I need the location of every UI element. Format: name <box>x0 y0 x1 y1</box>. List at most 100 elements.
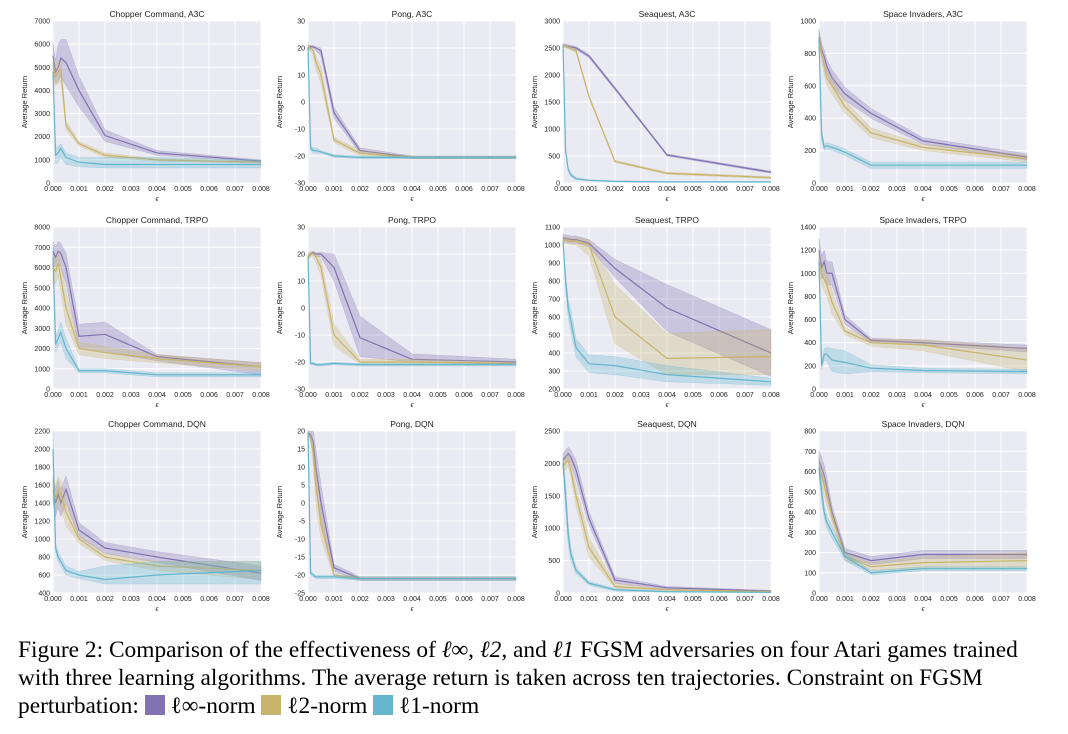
x-tick-label: 0.005 <box>940 186 958 193</box>
series-band-l1 <box>52 62 262 169</box>
x-tick-label: 0.000 <box>44 596 62 603</box>
y-tick-label: 1000 <box>544 127 560 134</box>
series-line-l1 <box>562 241 772 383</box>
y-tick-label: 0 <box>812 387 816 394</box>
y-tick-label: 600 <box>804 83 816 90</box>
y-tick-label: 300 <box>804 530 816 537</box>
y-tick-label: -10 <box>295 127 305 134</box>
y-tick-label: 3000 <box>544 19 560 26</box>
y-tick-label: 20 <box>297 429 305 436</box>
figure-caption: Figure 2: Comparison of the effectivenes… <box>18 636 1058 720</box>
x-tick-label: 0.006 <box>710 596 728 603</box>
x-tick-label: 0.008 <box>1018 186 1036 193</box>
x-tick-label: 0.008 <box>1018 596 1036 603</box>
x-tick-label: 0.002 <box>862 186 880 193</box>
x-tick-label: 0.008 <box>252 392 270 399</box>
x-tick-label: 0.001 <box>580 596 598 603</box>
x-tick-label: 0.008 <box>762 392 780 399</box>
series-line-linf <box>52 55 262 162</box>
series-line-l2 <box>818 261 1028 361</box>
y-tick-label: -20 <box>295 573 305 580</box>
chart-title: Pong, A3C <box>392 9 433 19</box>
y-tick-label: 30 <box>297 225 305 232</box>
y-axis-label: Average Return <box>275 486 284 538</box>
x-tick-label: 0.004 <box>914 392 932 399</box>
x-tick-label: 0.000 <box>299 596 317 603</box>
x-tick-label: 0.007 <box>481 392 499 399</box>
x-tick-label: 0.000 <box>554 186 572 193</box>
chart-panel: 0.000 0.001 0.002 0.003 0.004 0.005 0.006 0.007… <box>530 419 780 613</box>
series-line-l1 <box>562 45 771 183</box>
y-tick-label: 5000 <box>34 65 50 72</box>
caption-separator-2: , and <box>501 637 553 663</box>
chart-panel: 0.000 0.001 0.002 0.003 0.004 0.005 0.006 0.007… <box>275 9 525 203</box>
x-tick-label: 0.008 <box>762 596 780 603</box>
x-tick-label: 0.008 <box>252 186 270 193</box>
y-tick-label: 200 <box>804 148 816 155</box>
x-tick-label: 0.006 <box>455 186 473 193</box>
series-band-linf <box>562 233 772 377</box>
series-line-l2 <box>52 67 262 163</box>
y-tick-label: 600 <box>804 317 816 324</box>
y-tick-label: -30 <box>295 181 305 188</box>
series-line-l1 <box>307 256 516 366</box>
x-tick-label: 0.003 <box>377 596 395 603</box>
x-tick-label: 0.001 <box>580 392 598 399</box>
x-axis-label: ϵ <box>410 196 414 203</box>
y-tick-label: 0 <box>301 306 305 313</box>
x-tick-label: 0.007 <box>992 392 1010 399</box>
y-tick-label: 600 <box>38 573 50 580</box>
y-tick-label: 0 <box>301 501 305 508</box>
chart-panel: 0.000 0.001 0.002 0.003 0.004 0.005 0.006 0.007… <box>20 419 270 613</box>
y-tick-label: 10 <box>297 465 305 472</box>
series-line-l2 <box>52 263 262 368</box>
x-tick-label: 0.008 <box>252 596 270 603</box>
x-tick-label: 0.004 <box>658 186 676 193</box>
y-tick-label: 500 <box>804 489 816 496</box>
y-tick-label: 2200 <box>34 429 50 436</box>
series-band-l2 <box>52 55 262 164</box>
x-tick-label: 0.000 <box>44 186 62 193</box>
y-axis-label: Average Return <box>530 282 539 334</box>
legend-swatch-l1 <box>373 695 394 715</box>
y-tick-label: 0 <box>46 181 50 188</box>
x-tick-label: 0.007 <box>736 392 754 399</box>
series-band-l1 <box>818 32 1028 169</box>
x-tick-label: 0.003 <box>377 186 395 193</box>
x-tick-label: 0.004 <box>403 186 421 193</box>
caption-linf-symbol: ℓ∞ <box>441 637 469 663</box>
x-tick-label: 0.002 <box>862 596 880 603</box>
series-line-linf <box>307 46 516 158</box>
series-line-linf <box>818 250 1028 350</box>
x-tick-label: 0.003 <box>632 392 650 399</box>
y-tick-label: 400 <box>804 340 816 347</box>
x-axis-label: ϵ <box>921 402 925 409</box>
x-tick-label: 0.008 <box>507 596 525 603</box>
x-tick-label: 0.006 <box>200 596 218 603</box>
x-tick-label: 0.004 <box>658 596 676 603</box>
x-tick-label: 0.003 <box>377 392 395 399</box>
x-tick-label: 0.006 <box>710 392 728 399</box>
x-tick-label: 0.005 <box>174 392 192 399</box>
y-tick-label: 600 <box>548 315 560 322</box>
y-tick-label: 300 <box>548 369 560 376</box>
series-line-l1 <box>52 257 261 376</box>
chart-panel: 0.000 0.001 0.002 0.003 0.004 0.005 0.006 0.007… <box>20 9 270 203</box>
series-line-linf <box>562 44 772 173</box>
x-axis-label: ϵ <box>665 196 669 203</box>
y-tick-label: 6000 <box>34 42 50 49</box>
series-line-l1 <box>562 463 772 593</box>
y-tick-label: 900 <box>548 261 560 268</box>
y-tick-label: 5 <box>301 483 305 490</box>
y-tick-label: 2000 <box>544 461 560 468</box>
y-tick-label: 1000 <box>34 366 50 373</box>
legend-label-l1: ℓ1-norm <box>399 693 480 719</box>
y-tick-label: -30 <box>295 387 305 394</box>
y-tick-label: 1000 <box>800 271 816 278</box>
series-band-l1 <box>562 456 772 593</box>
y-tick-label: 7000 <box>34 245 50 252</box>
x-tick-label: 0.005 <box>684 186 702 193</box>
chart-panel: 0.000 0.001 0.002 0.003 0.004 0.005 0.006 0.007… <box>786 419 1036 613</box>
x-tick-label: 0.001 <box>836 596 854 603</box>
y-tick-label: 800 <box>804 51 816 58</box>
